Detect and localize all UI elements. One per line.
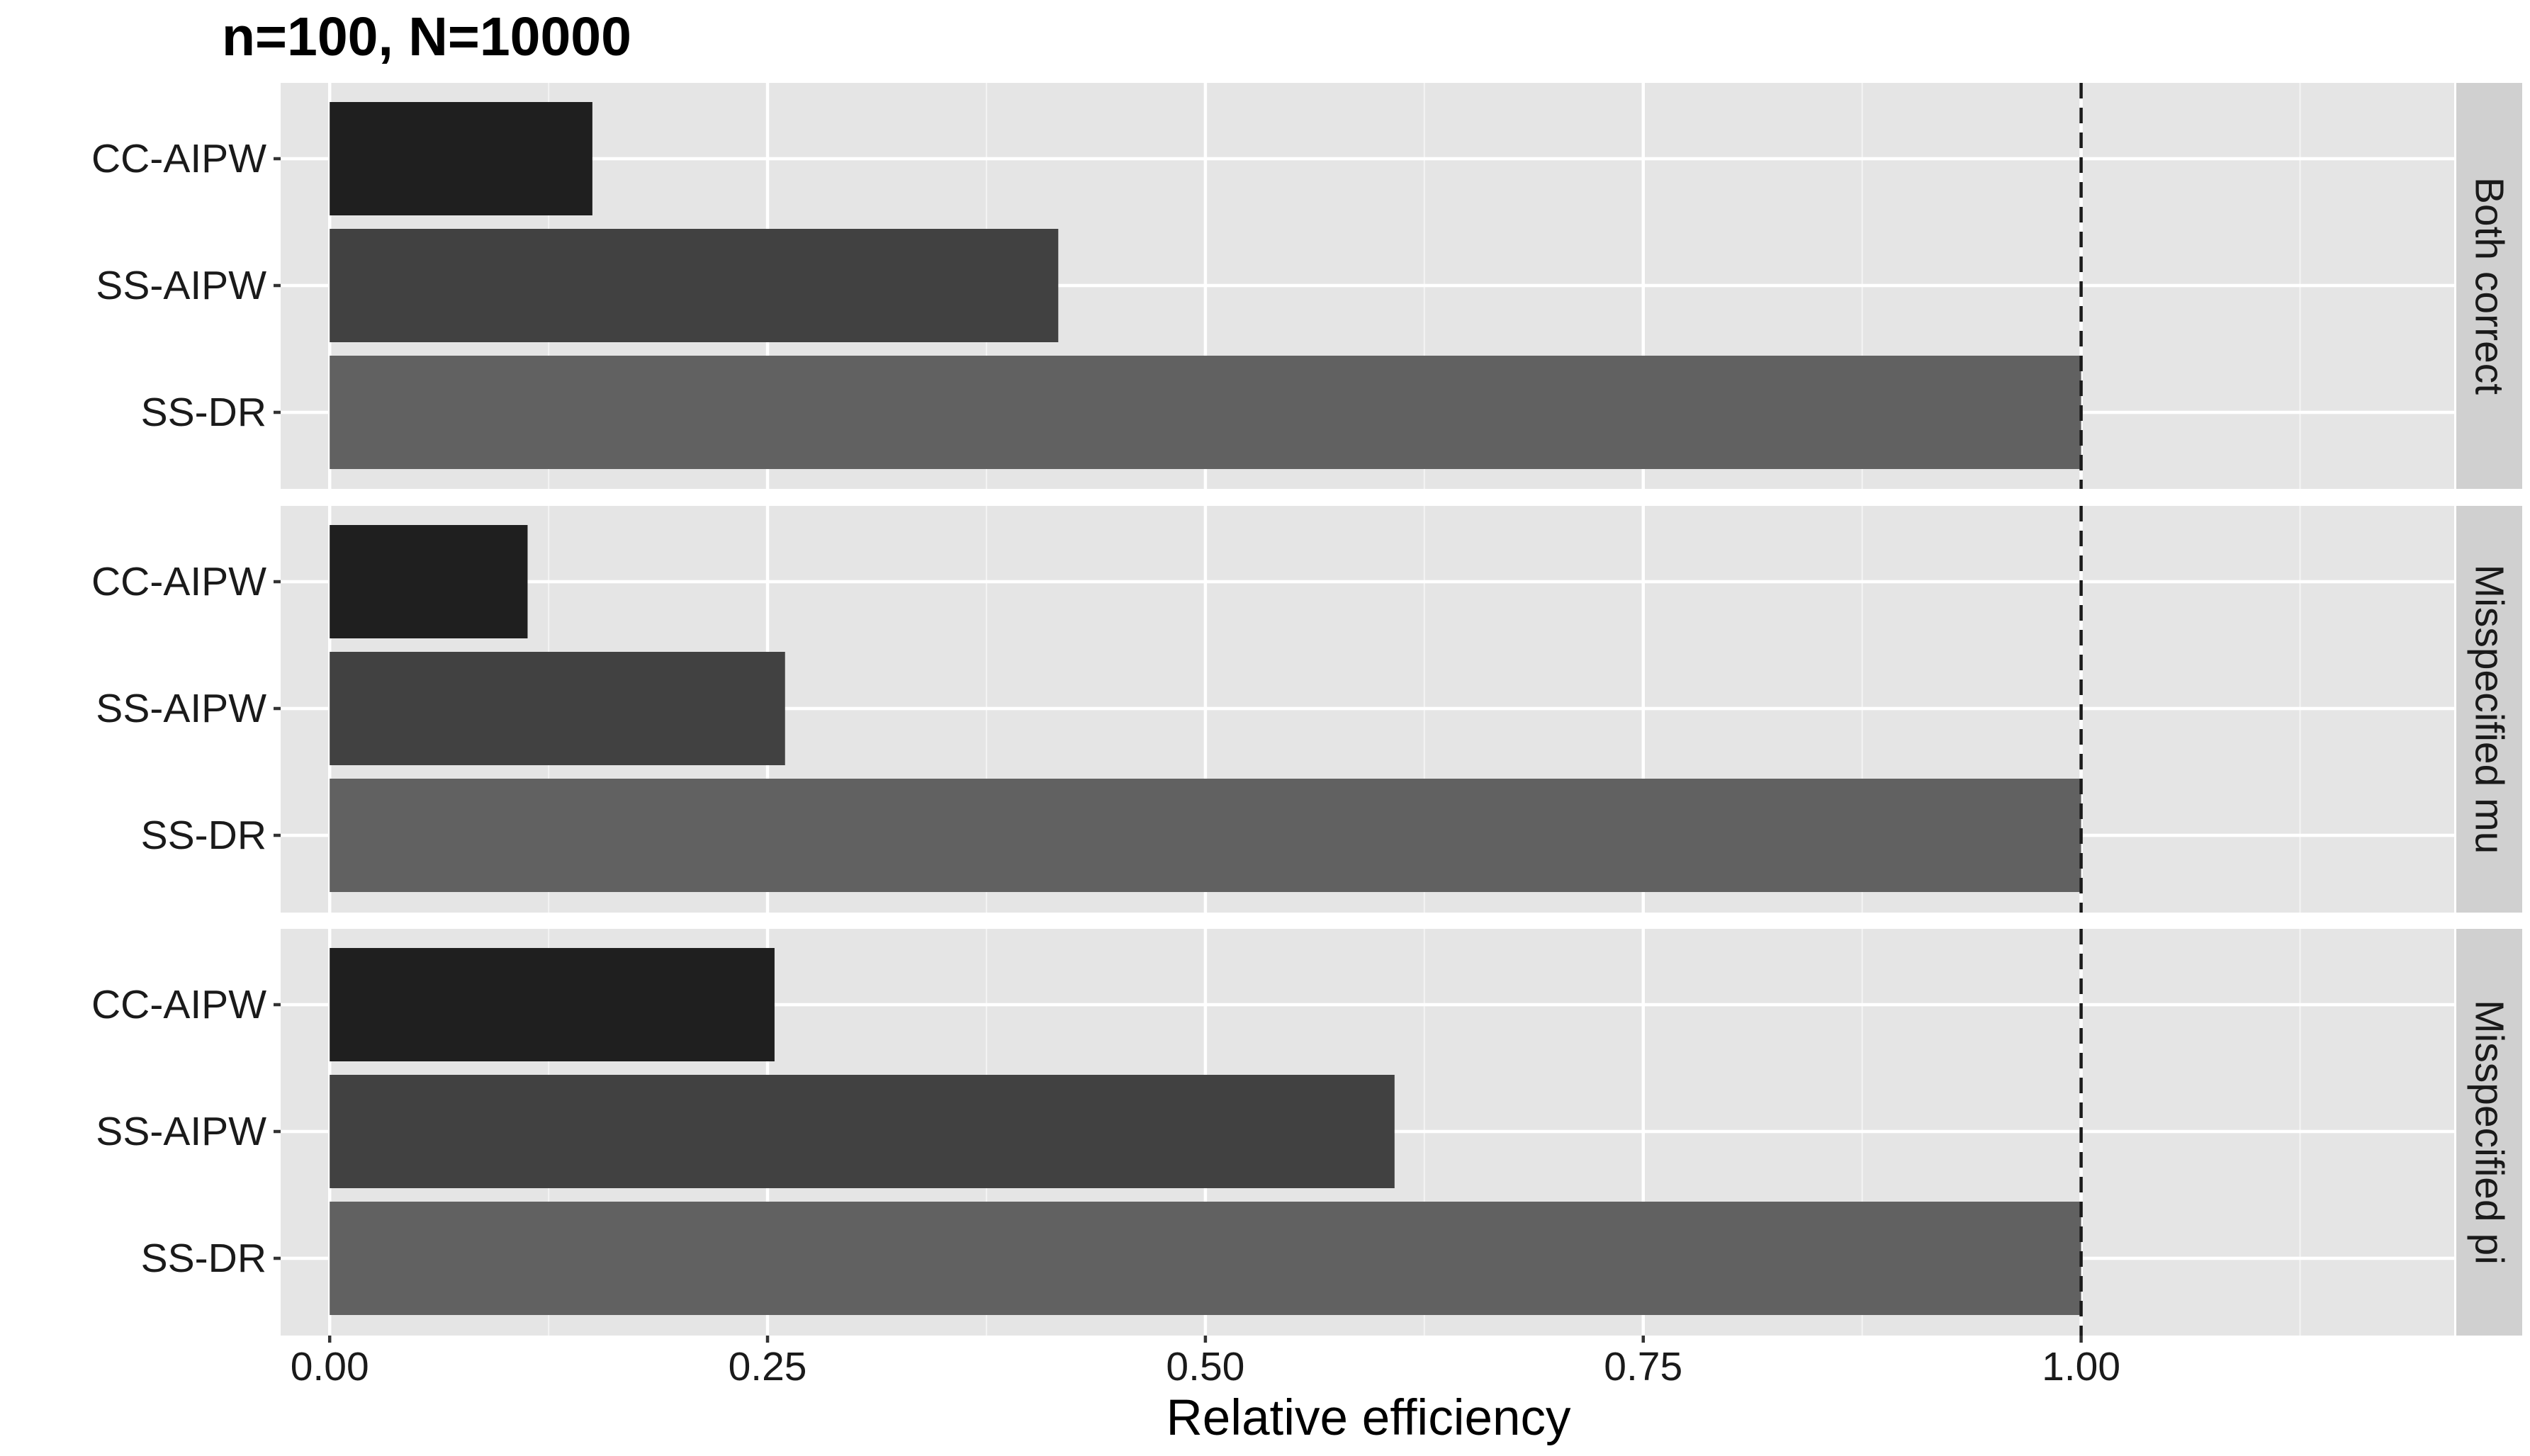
facet-strip-label: Misspecified mu bbox=[2467, 565, 2512, 854]
bar-ss-dr bbox=[330, 1202, 2081, 1315]
bar-ss-aipw bbox=[330, 1075, 1395, 1188]
y-tick-label: SS-DR bbox=[141, 1236, 266, 1281]
y-tick-label: SS-AIPW bbox=[96, 263, 266, 308]
bar-ss-dr bbox=[330, 356, 2081, 469]
x-axis: 0.00 0.25 0.50 0.75 1.00 bbox=[291, 1336, 2120, 1389]
bar-cc-aipw bbox=[330, 525, 528, 638]
x-axis-title: Relative efficiency bbox=[1166, 1390, 1571, 1446]
y-tick-label: SS-AIPW bbox=[96, 686, 266, 731]
x-tick-label: 0.00 bbox=[291, 1344, 369, 1389]
y-tick-label: CC-AIPW bbox=[91, 982, 266, 1027]
y-tick-label: CC-AIPW bbox=[91, 559, 266, 604]
facet-strip-label: Misspecified pi bbox=[2467, 1000, 2512, 1265]
facet-panel: CC-AIPW SS-AIPW SS-DR Misspecified mu bbox=[91, 506, 2522, 913]
x-tick-label: 0.50 bbox=[1166, 1344, 1244, 1389]
bar-cc-aipw bbox=[330, 102, 592, 215]
facet-panel: CC-AIPW SS-AIPW SS-DR Misspecified pi bbox=[91, 929, 2522, 1336]
bar-ss-aipw bbox=[330, 652, 785, 765]
y-tick-label: SS-AIPW bbox=[96, 1109, 266, 1154]
facet-strip bbox=[2456, 83, 2522, 489]
bar-ss-aipw bbox=[330, 229, 1059, 342]
bar-cc-aipw bbox=[330, 948, 775, 1061]
facet-strip bbox=[2456, 506, 2522, 913]
x-tick-label: 0.25 bbox=[729, 1344, 807, 1389]
x-tick-label: 1.00 bbox=[2042, 1344, 2120, 1389]
bar-ss-dr bbox=[330, 779, 2081, 892]
facet-strip bbox=[2456, 929, 2522, 1336]
chart-title: n=100, N=10000 bbox=[222, 6, 631, 67]
facet-panels: CC-AIPW SS-AIPW SS-DR Both correct CC-AIPW SS… bbox=[91, 83, 2522, 1336]
x-tick-label: 0.75 bbox=[1604, 1344, 1682, 1389]
y-tick-label: CC-AIPW bbox=[91, 136, 266, 181]
facet-panel: CC-AIPW SS-AIPW SS-DR Both correct bbox=[91, 83, 2522, 489]
y-tick-label: SS-DR bbox=[141, 390, 266, 435]
facet-strip-label: Both correct bbox=[2467, 177, 2512, 395]
y-tick-label: SS-DR bbox=[141, 813, 266, 858]
